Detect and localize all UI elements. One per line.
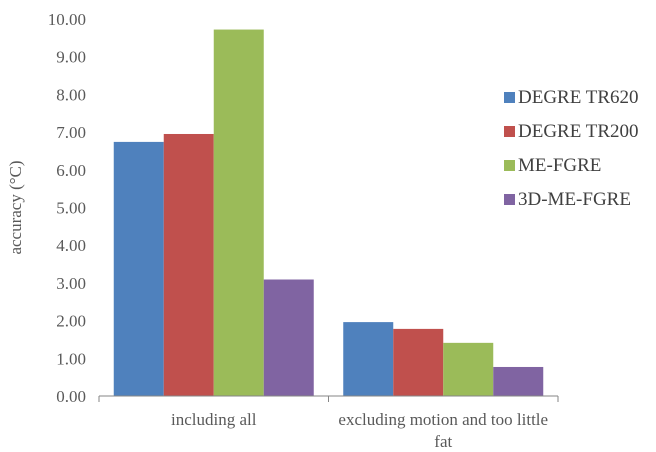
legend-label: DEGRE TR200 [518, 121, 639, 142]
legend-swatch [504, 92, 515, 103]
legend: DEGRE TR620 DEGRE TR200 ME-FGRE 3D-ME-FGRE [504, 87, 639, 210]
y-tick-label: 9.00 [56, 48, 86, 67]
bar [113, 141, 164, 396]
y-axis-title: accuracy (°C) [6, 160, 25, 254]
bar [443, 342, 494, 396]
bar [493, 366, 544, 396]
bar [163, 133, 214, 397]
bar [213, 29, 264, 396]
bar [393, 328, 444, 396]
x-category-label: including all [171, 410, 257, 429]
legend-label: ME-FGRE [518, 155, 601, 176]
category-labels: including all excluding motion and too li… [171, 410, 548, 451]
y-tick-label: 0.00 [56, 387, 86, 406]
bar [263, 279, 314, 396]
y-tick-label: 3.00 [56, 274, 86, 293]
legend-label: 3D-ME-FGRE [518, 189, 631, 210]
y-tick-label: 10.00 [48, 10, 86, 29]
y-tick-label: 7.00 [56, 123, 86, 142]
x-axis-tickmarks [98, 396, 559, 402]
y-tick-label: 8.00 [56, 85, 86, 104]
y-axis-ticks: 0.00 1.00 2.00 3.00 4.00 5.00 6.00 7.00 8.00 9.00… [48, 10, 86, 406]
y-tick-label: 2.00 [56, 312, 86, 331]
y-tick-label: 1.00 [56, 349, 86, 368]
y-tick-label: 5.00 [56, 199, 86, 218]
legend-label: DEGRE TR620 [518, 87, 639, 108]
legend-swatch [504, 194, 515, 205]
legend-swatch [504, 126, 515, 137]
legend-swatch [504, 160, 515, 171]
y-tick-label: 4.00 [56, 236, 86, 255]
y-tick-label: 6.00 [56, 161, 86, 180]
bar [343, 322, 394, 396]
x-category-label: excluding motion and too little fat [338, 410, 548, 451]
bars-group [113, 29, 544, 397]
